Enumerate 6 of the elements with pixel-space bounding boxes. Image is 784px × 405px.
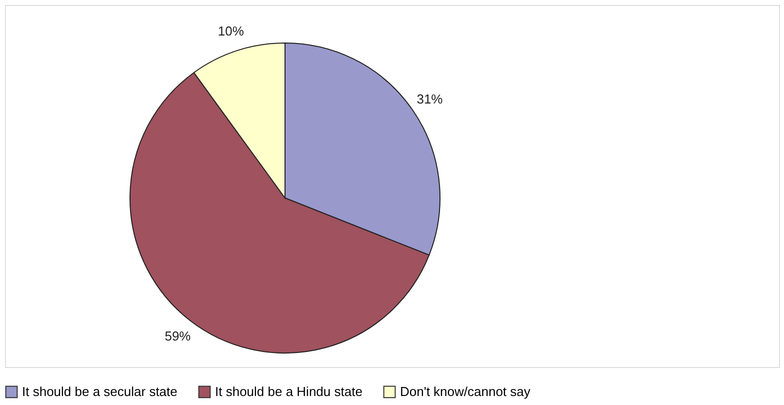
data-label: 31% — [416, 92, 444, 107]
legend-label: Don't know/cannot say — [400, 384, 531, 399]
data-label: 10% — [218, 24, 244, 39]
data-label: 59% — [164, 328, 192, 344]
legend-label: It should be a Hindu state — [215, 384, 362, 399]
legend-label: It should be a secular state — [22, 384, 178, 399]
